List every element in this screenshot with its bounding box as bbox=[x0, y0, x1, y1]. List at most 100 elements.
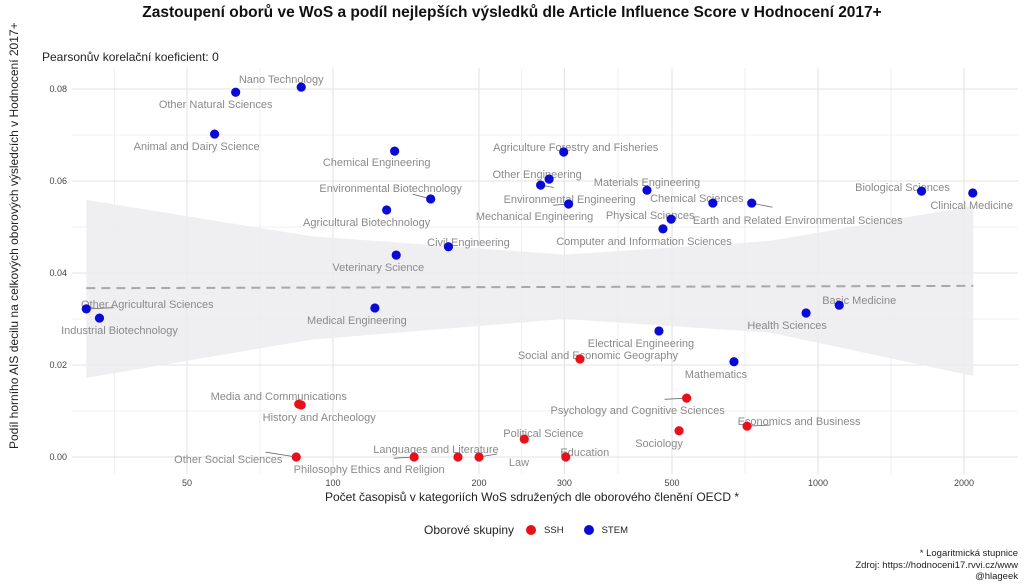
x-axis-label: Počet časopisů v kategoriích WoS sdružen… bbox=[325, 490, 739, 504]
point-label: Media and Communications bbox=[211, 391, 348, 403]
point-label: Civil Engineering bbox=[427, 237, 510, 249]
chart-title: Zastoupení oborů ve WoS a podíl nejlepší… bbox=[142, 4, 882, 21]
point-label: Animal and Dairy Science bbox=[134, 141, 260, 153]
data-point-ssh bbox=[519, 434, 529, 444]
point-label: Electrical Engineering bbox=[588, 338, 694, 350]
point-labels: Nano Technology Other Natural Sciences Ani… bbox=[61, 74, 1013, 476]
data-point-stem bbox=[563, 199, 574, 209]
data-point-stem bbox=[666, 214, 676, 224]
x-tick-label: 2000 bbox=[954, 478, 974, 488]
point-label: Environmental Biotechnology bbox=[319, 183, 462, 195]
x-tick-label: 500 bbox=[664, 478, 679, 488]
data-point-ssh bbox=[682, 393, 692, 403]
point-label: Nano Technology bbox=[239, 74, 324, 86]
point-label: History and Archeology bbox=[263, 412, 377, 424]
x-tick-label: 1000 bbox=[808, 478, 828, 488]
point-label: Computer and Information Sciences bbox=[556, 236, 732, 248]
confidence-band bbox=[86, 199, 974, 378]
point-label: Other Social Sciences bbox=[174, 454, 283, 466]
chart-subtitle: Pearsonův korelační koeficient: 0 bbox=[42, 50, 219, 64]
data-point-stem bbox=[443, 242, 454, 252]
data-point-stem bbox=[654, 326, 664, 336]
point-label: Materials Engineering bbox=[594, 177, 700, 189]
point-label: Veterinary Science bbox=[332, 262, 424, 274]
point-label: Law bbox=[509, 457, 529, 469]
y-tick-label: 0.00 bbox=[49, 452, 67, 462]
data-point-ssh bbox=[291, 452, 301, 462]
data-point-stem bbox=[559, 147, 569, 157]
legend-ssh-marker bbox=[526, 525, 537, 535]
data-point-stem bbox=[94, 313, 105, 323]
point-label: Health Sciences bbox=[747, 320, 827, 332]
data-point-stem bbox=[747, 198, 757, 208]
y-tick-label: 0.06 bbox=[49, 176, 67, 186]
data-point-stem bbox=[231, 87, 241, 97]
label-leader-line bbox=[265, 451, 297, 458]
data-point-ssh bbox=[296, 400, 306, 410]
legend: Oborové skupiny SSH STEM bbox=[0, 523, 1024, 537]
y-tick-label: 0.02 bbox=[49, 360, 67, 370]
regression-line bbox=[86, 284, 974, 290]
point-label: Languages and Literature bbox=[373, 444, 498, 456]
confidence-band-area bbox=[86, 199, 974, 378]
legend-ssh-label: SSH bbox=[544, 524, 564, 536]
point-label: Social and Economic Geography bbox=[518, 350, 679, 362]
point-label: Industrial Biotechnology bbox=[61, 325, 178, 337]
point-label: Physical Sciences bbox=[606, 210, 695, 222]
point-label: Sociology bbox=[635, 438, 683, 450]
data-point-stem bbox=[658, 224, 668, 234]
point-label: Other Agricultural Sciences bbox=[81, 299, 214, 311]
data-point-stem bbox=[81, 304, 91, 314]
data-point-stem bbox=[536, 180, 546, 190]
point-label: Basic Medicine bbox=[822, 295, 896, 307]
data-point-stem bbox=[642, 185, 652, 195]
point-label: Mechanical Engineering bbox=[476, 211, 593, 223]
data-point-stem bbox=[209, 129, 220, 139]
point-label: Earth and Related Environmental Sciences bbox=[693, 215, 903, 227]
data-point-stem bbox=[296, 82, 306, 92]
data-point-ssh bbox=[674, 426, 684, 436]
caption: * Logaritmická stupnice Zdroj: https://h… bbox=[855, 548, 1018, 583]
caption-source: Zdroj: https://hodnoceni17.rvvi.cz/www bbox=[855, 559, 1018, 571]
point-label: Other Engineering bbox=[492, 169, 581, 181]
point-label: Education bbox=[560, 447, 609, 459]
x-tick-label: 50 bbox=[182, 478, 192, 488]
data-point-stem bbox=[916, 186, 927, 196]
point-label: Chemical Sciences bbox=[650, 193, 744, 205]
caption-author: @hlageek bbox=[975, 571, 1018, 582]
data-point-stem bbox=[801, 308, 811, 318]
data-point-stem bbox=[544, 174, 554, 184]
data-point-ssh bbox=[575, 354, 585, 364]
caption-log-note: * Logaritmická stupnice bbox=[919, 548, 1018, 559]
data-points bbox=[81, 82, 978, 462]
data-point-stem bbox=[834, 300, 844, 310]
data-point-ssh bbox=[453, 452, 463, 462]
data-point-stem bbox=[968, 188, 978, 198]
point-label: Agricultural Biotechnology bbox=[303, 217, 431, 229]
legend-stem-label: STEM bbox=[601, 524, 628, 536]
data-point-ssh bbox=[561, 452, 571, 462]
point-label: Biological Sciences bbox=[855, 182, 950, 194]
data-point-stem bbox=[382, 205, 392, 215]
point-label: Philosophy Ethics and Religion bbox=[294, 464, 445, 476]
data-point-stem bbox=[370, 303, 380, 313]
x-tick-label: 200 bbox=[471, 478, 486, 488]
data-point-stem bbox=[391, 250, 401, 260]
y-tick-label: 0.08 bbox=[49, 84, 67, 94]
data-point-stem bbox=[426, 194, 436, 204]
y-tick-label: 0.04 bbox=[49, 268, 67, 278]
point-label: Clinical Medicine bbox=[930, 200, 1013, 212]
data-point-stem bbox=[729, 357, 739, 367]
data-point-stem bbox=[390, 146, 400, 156]
x-tick-label: 300 bbox=[557, 478, 572, 488]
point-label: Psychology and Cognitive Sciences bbox=[551, 405, 726, 417]
trend-line bbox=[86, 284, 974, 290]
axis-ticks: 0.00 0.02 0.04 0.06 0.08 50 100 200 300 500 1000 20… bbox=[49, 84, 974, 488]
legend-stem-marker bbox=[583, 525, 594, 535]
data-point-ssh bbox=[474, 452, 484, 462]
point-label: Medical Engineering bbox=[307, 315, 407, 327]
point-label: Agriculture Forestry and Fisheries bbox=[493, 142, 659, 154]
point-label: Economics and Business bbox=[738, 416, 861, 428]
data-point-ssh bbox=[409, 452, 419, 462]
